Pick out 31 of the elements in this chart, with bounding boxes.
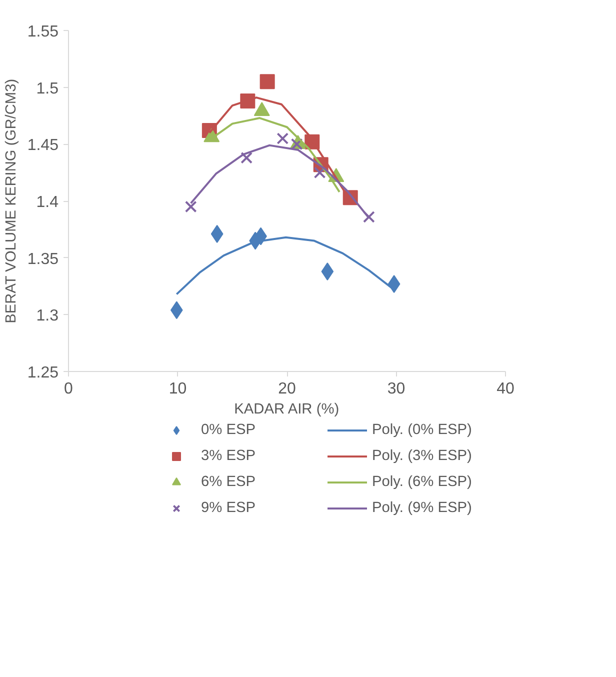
y-tick-label: 1.4 — [36, 194, 59, 211]
legend-label: Poly. (0% ESP) — [372, 422, 473, 438]
point — [362, 210, 375, 223]
legend-label: 9% ESP — [201, 500, 257, 516]
x-tick-label: 10 — [168, 380, 187, 398]
legend-label: Poly. (9% ESP) — [372, 500, 473, 516]
y-axis-title: BERAT VOLUME KERING (GR/CM3) — [3, 78, 20, 324]
y-tick-label: 1.3 — [36, 308, 59, 325]
point — [170, 301, 183, 320]
point — [184, 200, 197, 213]
legend-label: 6% ESP — [201, 474, 257, 490]
point — [276, 132, 289, 144]
y-tick-label: 1.25 — [27, 364, 59, 382]
y-tick-label: 1.35 — [27, 250, 59, 268]
point — [314, 166, 326, 179]
legend-label: 0% ESP — [201, 422, 257, 438]
y-tick-label: 1.5 — [36, 80, 59, 98]
point — [260, 74, 275, 90]
point — [210, 224, 224, 243]
x-tick-label: 30 — [387, 380, 406, 398]
y-tick-label: 1.55 — [27, 24, 59, 40]
x-tick-label: 20 — [278, 380, 296, 398]
x-tick-label: 40 — [496, 380, 514, 398]
legend-label: 3% ESP — [201, 448, 257, 464]
point — [321, 262, 334, 280]
point — [240, 152, 253, 164]
y-tick-label: 1.45 — [27, 137, 59, 154]
legend-label: Poly. (6% ESP) — [372, 474, 473, 490]
legend-label: Poly. (3% ESP) — [372, 448, 473, 464]
x-tick-label: 0 — [64, 380, 74, 398]
x-axis-title: KADAR AIR (%) — [234, 402, 340, 418]
